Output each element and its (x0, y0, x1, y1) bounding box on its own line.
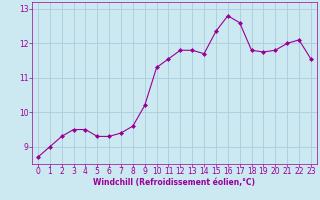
X-axis label: Windchill (Refroidissement éolien,°C): Windchill (Refroidissement éolien,°C) (93, 178, 255, 187)
